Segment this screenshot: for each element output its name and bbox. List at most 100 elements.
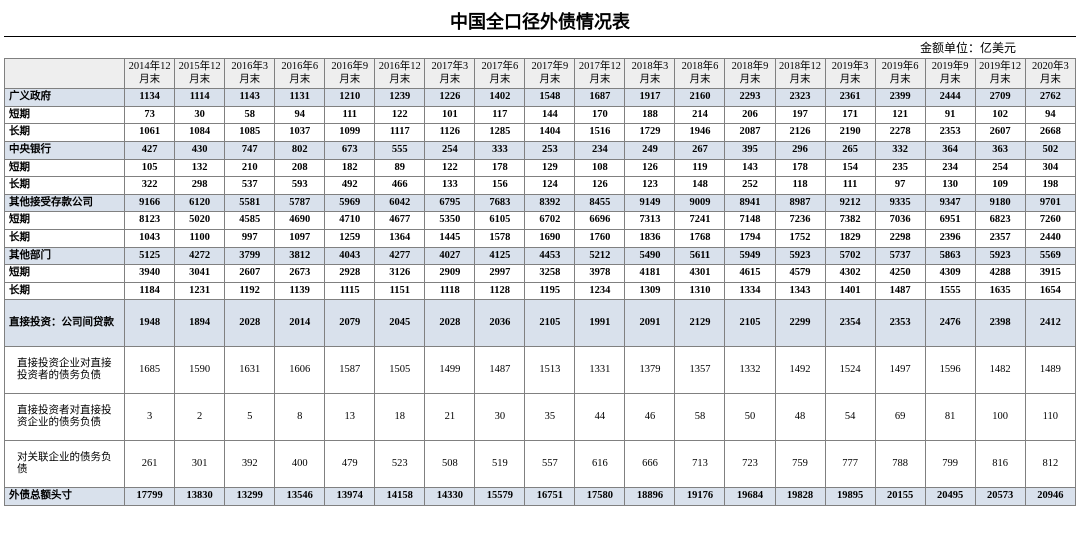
data-cell: 555 bbox=[375, 141, 425, 159]
data-cell: 81 bbox=[925, 394, 975, 441]
data-cell: 265 bbox=[825, 141, 875, 159]
data-cell: 206 bbox=[725, 106, 775, 124]
data-cell: 18896 bbox=[625, 488, 675, 506]
data-cell: 100 bbox=[975, 394, 1025, 441]
data-cell: 2014 bbox=[275, 300, 325, 347]
column-header: 2018年6月末 bbox=[675, 59, 725, 89]
data-cell: 3041 bbox=[175, 265, 225, 283]
data-cell: 1084 bbox=[175, 124, 225, 142]
data-cell: 2036 bbox=[475, 300, 525, 347]
data-cell: 1357 bbox=[675, 347, 725, 394]
data-cell: 254 bbox=[975, 159, 1025, 177]
data-cell: 1768 bbox=[675, 229, 725, 247]
data-cell: 6702 bbox=[525, 212, 575, 230]
data-cell: 5923 bbox=[775, 247, 825, 265]
data-cell: 58 bbox=[225, 106, 275, 124]
data-cell: 9212 bbox=[825, 194, 875, 212]
table-row: 长期32229853759349246613315612412612314825… bbox=[5, 177, 1076, 195]
data-cell: 197 bbox=[775, 106, 825, 124]
data-cell: 1085 bbox=[225, 124, 275, 142]
data-cell: 492 bbox=[325, 177, 375, 195]
data-cell: 395 bbox=[725, 141, 775, 159]
data-cell: 7148 bbox=[725, 212, 775, 230]
row-label: 直接投资企业对直接投资者的债务负债 bbox=[5, 347, 125, 394]
data-cell: 117 bbox=[475, 106, 525, 124]
column-header: 2018年9月末 bbox=[725, 59, 775, 89]
data-cell: 198 bbox=[1025, 177, 1075, 195]
data-cell: 2354 bbox=[825, 300, 875, 347]
data-cell: 3258 bbox=[525, 265, 575, 283]
data-cell: 6795 bbox=[425, 194, 475, 212]
data-cell: 777 bbox=[825, 441, 875, 488]
data-cell: 1151 bbox=[375, 282, 425, 300]
data-cell: 20573 bbox=[975, 488, 1025, 506]
data-cell: 1948 bbox=[125, 300, 175, 347]
data-cell: 2928 bbox=[325, 265, 375, 283]
data-cell: 102 bbox=[975, 106, 1025, 124]
row-label: 长期 bbox=[5, 229, 125, 247]
data-cell: 144 bbox=[525, 106, 575, 124]
data-cell: 1487 bbox=[475, 347, 525, 394]
data-cell: 123 bbox=[625, 177, 675, 195]
column-header: 2019年6月末 bbox=[875, 59, 925, 89]
data-cell: 4125 bbox=[475, 247, 525, 265]
data-cell: 1487 bbox=[875, 282, 925, 300]
data-cell: 1309 bbox=[625, 282, 675, 300]
data-cell: 1654 bbox=[1025, 282, 1075, 300]
data-cell: 6696 bbox=[575, 212, 625, 230]
data-cell: 210 bbox=[225, 159, 275, 177]
data-cell: 91 bbox=[925, 106, 975, 124]
data-cell: 1917 bbox=[625, 89, 675, 107]
data-cell: 333 bbox=[475, 141, 525, 159]
data-cell: 1334 bbox=[725, 282, 775, 300]
table-row: 长期10611084108510371099111711261285140415… bbox=[5, 124, 1076, 142]
data-cell: 1499 bbox=[425, 347, 475, 394]
data-cell: 1192 bbox=[225, 282, 275, 300]
data-cell: 126 bbox=[625, 159, 675, 177]
data-cell: 5581 bbox=[225, 194, 275, 212]
data-cell: 673 bbox=[325, 141, 375, 159]
data-cell: 188 bbox=[625, 106, 675, 124]
table-row: 广义政府113411141143113112101239122614021548… bbox=[5, 89, 1076, 107]
data-cell: 1114 bbox=[175, 89, 225, 107]
data-cell: 4579 bbox=[775, 265, 825, 283]
data-cell: 1285 bbox=[475, 124, 525, 142]
data-cell: 1126 bbox=[425, 124, 475, 142]
data-cell: 3915 bbox=[1025, 265, 1075, 283]
column-header: 2019年3月末 bbox=[825, 59, 875, 89]
row-label: 短期 bbox=[5, 212, 125, 230]
data-cell: 73 bbox=[125, 106, 175, 124]
data-cell: 1482 bbox=[975, 347, 1025, 394]
data-cell: 6105 bbox=[475, 212, 525, 230]
data-cell: 20155 bbox=[875, 488, 925, 506]
data-cell: 502 bbox=[1025, 141, 1075, 159]
data-cell: 267 bbox=[675, 141, 725, 159]
data-cell: 5923 bbox=[975, 247, 1025, 265]
data-cell: 537 bbox=[225, 177, 275, 195]
data-cell: 132 bbox=[175, 159, 225, 177]
data-cell: 4677 bbox=[375, 212, 425, 230]
data-cell: 1752 bbox=[775, 229, 825, 247]
data-cell: 2190 bbox=[825, 124, 875, 142]
data-cell: 363 bbox=[975, 141, 1025, 159]
row-label: 长期 bbox=[5, 177, 125, 195]
data-cell: 1379 bbox=[625, 347, 675, 394]
data-cell: 2299 bbox=[775, 300, 825, 347]
data-cell: 593 bbox=[275, 177, 325, 195]
data-cell: 7236 bbox=[775, 212, 825, 230]
table-row: 其他部门512542723799381240434277402741254453… bbox=[5, 247, 1076, 265]
data-cell: 9335 bbox=[875, 194, 925, 212]
row-label: 其他部门 bbox=[5, 247, 125, 265]
data-cell: 1364 bbox=[375, 229, 425, 247]
data-cell: 5611 bbox=[675, 247, 725, 265]
data-cell: 1516 bbox=[575, 124, 625, 142]
data-cell: 9180 bbox=[975, 194, 1025, 212]
data-cell: 298 bbox=[175, 177, 225, 195]
data-cell: 1037 bbox=[275, 124, 325, 142]
data-cell: 747 bbox=[225, 141, 275, 159]
data-cell: 802 bbox=[275, 141, 325, 159]
data-cell: 296 bbox=[775, 141, 825, 159]
data-cell: 759 bbox=[775, 441, 825, 488]
data-cell: 2160 bbox=[675, 89, 725, 107]
data-cell: 13 bbox=[325, 394, 375, 441]
